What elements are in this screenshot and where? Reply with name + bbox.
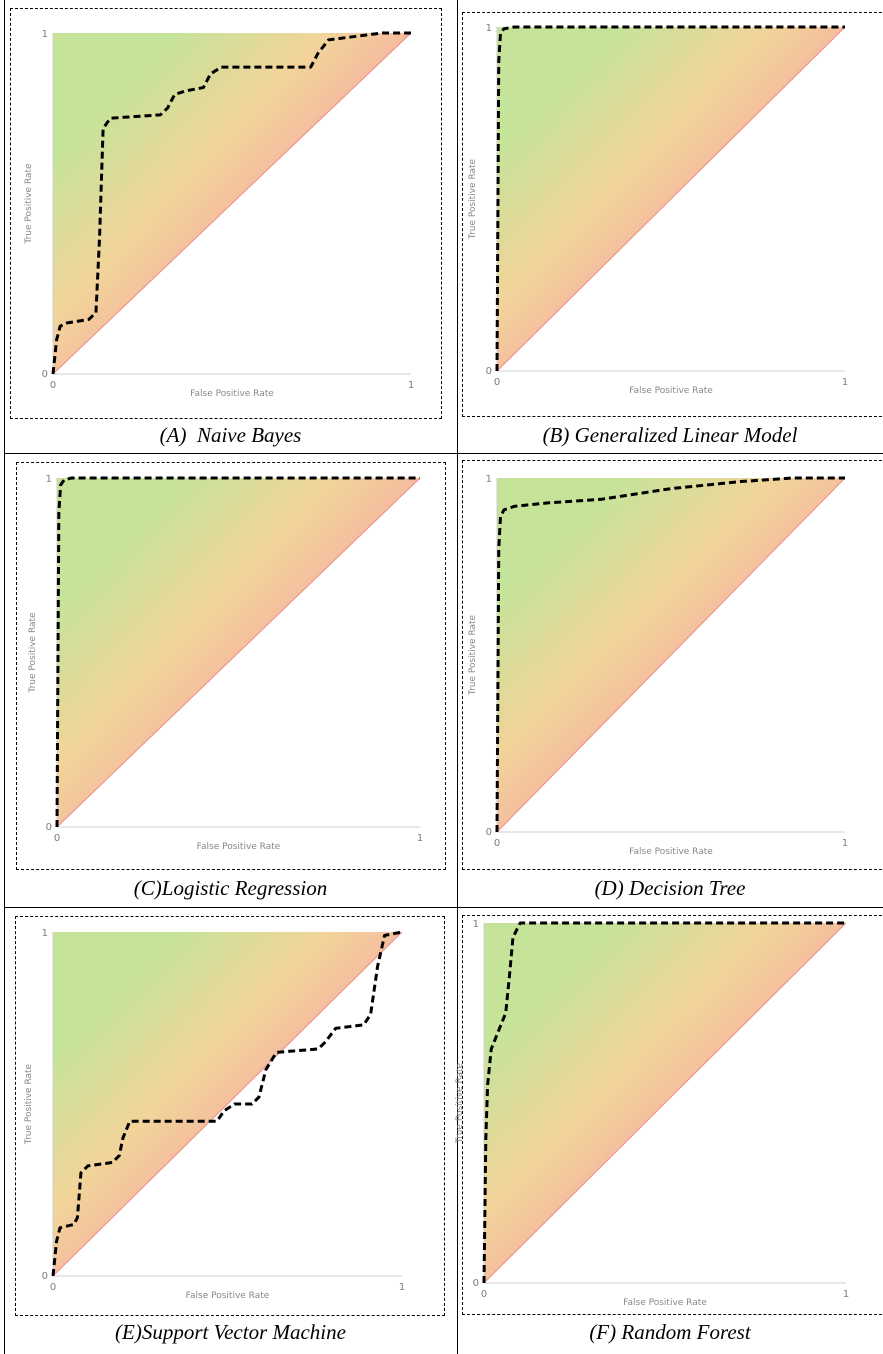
y-tick-label: 0 <box>42 369 48 380</box>
roc-curve-series <box>51 930 403 1277</box>
y-axis-label: True Positive Rate <box>24 1063 34 1145</box>
y-axis-label: True Positive Rate <box>468 614 478 696</box>
caption-d: (D) Decision Tree <box>594 876 746 900</box>
y-tick-label: 1 <box>486 23 492 34</box>
roc-diagonal-3 <box>496 477 846 833</box>
row-divider-1 <box>4 453 883 454</box>
roc-curve-series <box>482 921 846 1284</box>
caption-a: (A) Naive Bayes <box>159 423 302 447</box>
y-tick-label: 1 <box>486 474 492 485</box>
x-tick-label: 0 <box>481 1289 487 1300</box>
x-tick-label: 1 <box>842 377 848 388</box>
chart-panel-f <box>462 915 883 1315</box>
x-axis-label: False Positive Rate <box>190 389 274 399</box>
row-divider-2 <box>4 907 883 908</box>
roc-diagonal-5 <box>483 922 847 1284</box>
y-axis-label: True Positive Rate <box>24 163 34 245</box>
caption-c: (C)Logistic Regression <box>133 876 328 900</box>
y-tick-label: 1 <box>473 919 479 930</box>
x-tick-label: 0 <box>50 380 56 391</box>
y-axis-label: True Positive Rate <box>455 1062 465 1144</box>
roc-diagonal-1 <box>496 26 846 372</box>
caption-b: (B) Generalized Linear Model <box>542 423 798 447</box>
y-tick-label: 1 <box>46 474 52 485</box>
x-tick-label: 0 <box>494 377 500 388</box>
x-axis-label: False Positive Rate <box>629 386 713 396</box>
figure-left-border <box>4 0 5 1354</box>
x-tick-label: 0 <box>54 833 60 844</box>
chart-panel-c <box>16 462 446 870</box>
y-axis-label: True Positive Rate <box>468 158 478 240</box>
chart-panel-d <box>462 460 883 870</box>
y-tick-label: 0 <box>46 822 52 833</box>
caption-e: (E)Support Vector Machine <box>115 1320 346 1344</box>
x-tick-label: 1 <box>843 1289 849 1300</box>
x-axis-label: False Positive Rate <box>629 847 713 857</box>
x-tick-label: 0 <box>50 1282 56 1293</box>
y-tick-label: 1 <box>42 928 48 939</box>
y-tick-label: 0 <box>473 1278 479 1289</box>
y-axis-label: True Positive Rate <box>28 612 38 694</box>
caption-f: (F) Random Forest <box>589 1320 751 1344</box>
y-tick-label: 0 <box>42 1271 48 1282</box>
x-axis-label: False Positive Rate <box>623 1298 707 1308</box>
y-tick-label: 0 <box>486 366 492 377</box>
figure-center-divider <box>457 0 458 1354</box>
chart-panel-a <box>10 8 442 419</box>
chart-panel-e <box>15 916 445 1316</box>
x-tick-label: 0 <box>494 838 500 849</box>
x-axis-label: False Positive Rate <box>186 1291 270 1301</box>
roc-diagonal-4 <box>52 931 403 1277</box>
chart-panel-b <box>462 12 883 417</box>
x-tick-label: 1 <box>399 1282 405 1293</box>
x-tick-label: 1 <box>408 380 414 391</box>
x-tick-label: 1 <box>417 833 423 844</box>
y-tick-label: 0 <box>486 827 492 838</box>
roc-diagonal-0 <box>52 32 412 375</box>
y-tick-label: 1 <box>42 29 48 40</box>
x-axis-label: False Positive Rate <box>197 842 281 852</box>
roc-diagonal-2 <box>56 477 421 828</box>
x-tick-label: 1 <box>842 838 848 849</box>
